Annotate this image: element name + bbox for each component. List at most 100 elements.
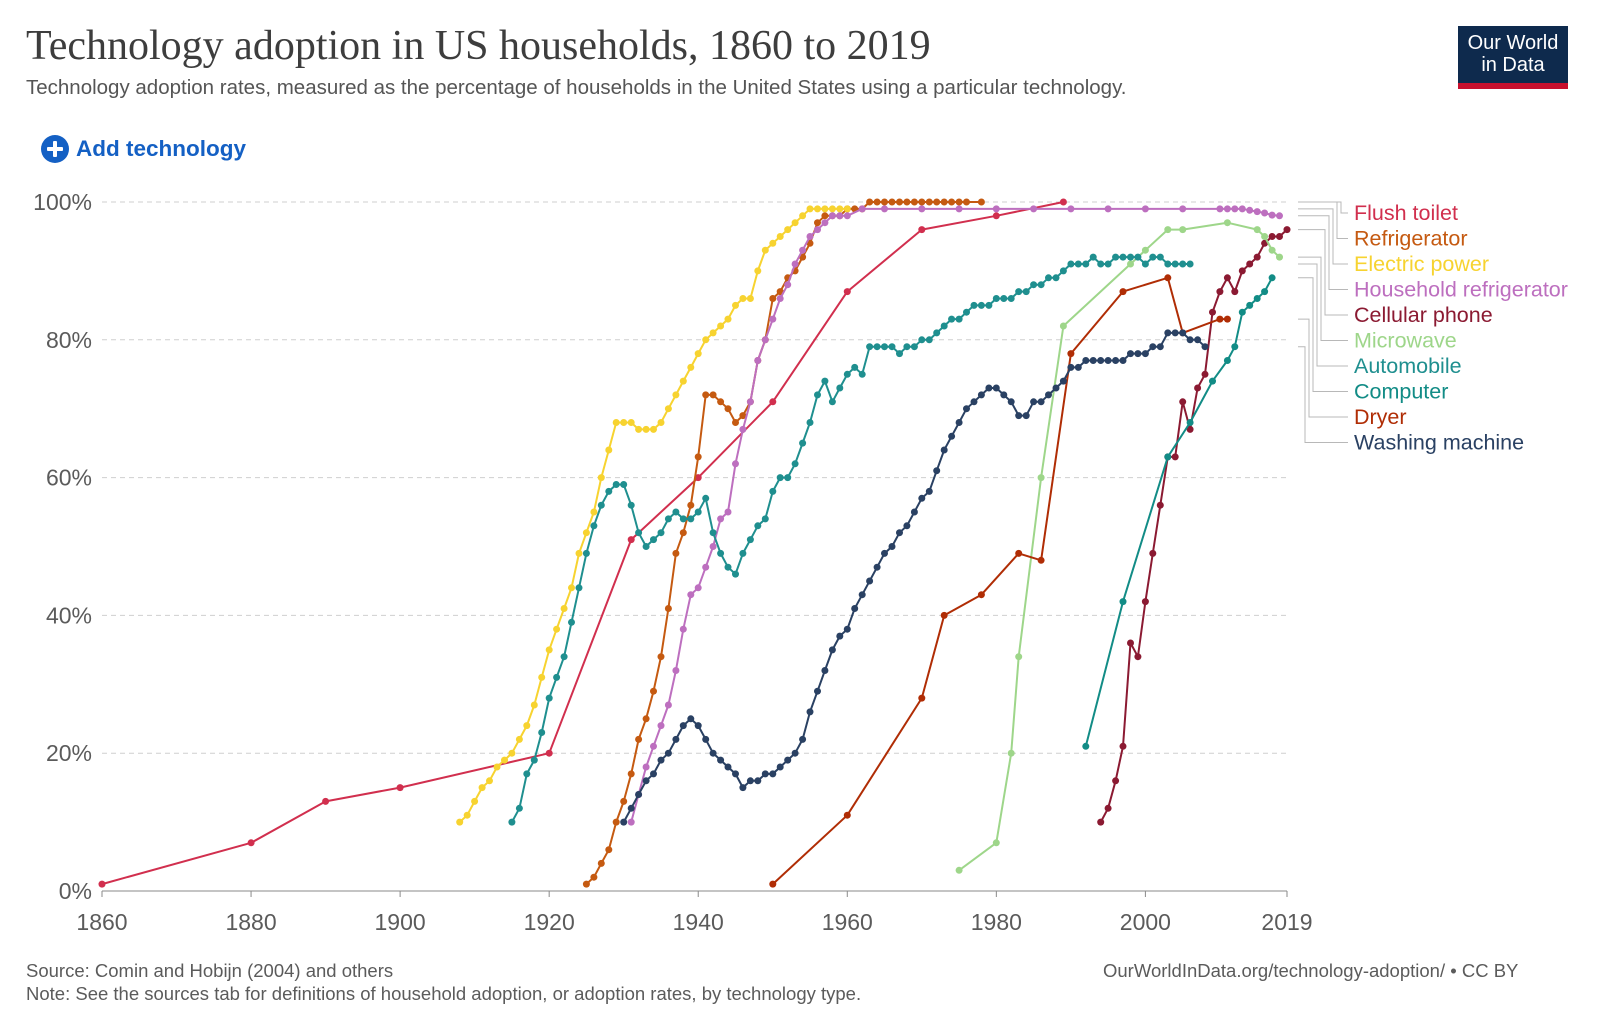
- data-point-washing-machine: [1164, 329, 1172, 337]
- data-point-washing-machine: [985, 384, 993, 392]
- data-point-washing-machine: [888, 543, 896, 550]
- data-point-electric-power: [627, 419, 635, 426]
- add-technology-button[interactable]: Add technology: [40, 134, 246, 164]
- data-point-automobile: [717, 549, 725, 557]
- data-point-washing-machine: [1156, 343, 1164, 351]
- data-point-refrigerator: [739, 412, 747, 420]
- data-point-refrigerator: [627, 770, 635, 778]
- data-point-automobile: [538, 729, 546, 736]
- data-point-washing-machine: [1097, 357, 1105, 364]
- data-point-automobile: [1149, 253, 1157, 261]
- data-point-electric-power: [702, 336, 710, 344]
- data-point-automobile: [620, 481, 628, 488]
- data-point-automobile: [1000, 295, 1008, 302]
- data-point-household-refrigerator: [784, 281, 792, 289]
- source-note: Source: Comin and Hobijn (2004) and othe…: [26, 960, 394, 981]
- data-point-refrigerator: [657, 653, 665, 661]
- data-point-washing-machine: [694, 722, 702, 730]
- data-point-automobile: [1030, 281, 1038, 289]
- data-point-household-refrigerator: [858, 205, 866, 213]
- data-point-household-refrigerator: [1179, 205, 1187, 213]
- data-point-dryer: [1223, 315, 1231, 323]
- data-point-automobile: [985, 301, 993, 309]
- data-point-electric-power: [791, 219, 799, 227]
- data-point-microwave: [1037, 474, 1045, 482]
- data-point-washing-machine: [933, 467, 941, 475]
- data-point-household-refrigerator: [1067, 205, 1075, 213]
- data-point-electric-power: [515, 735, 523, 743]
- data-point-automobile: [709, 529, 717, 537]
- data-point-household-refrigerator: [679, 625, 687, 633]
- data-point-washing-machine: [746, 777, 754, 785]
- data-point-automobile: [948, 315, 956, 323]
- data-point-microwave: [1268, 246, 1276, 254]
- data-point-automobile: [1119, 253, 1127, 261]
- data-point-refrigerator: [888, 198, 896, 206]
- data-point-refrigerator: [709, 391, 717, 399]
- data-point-automobile: [739, 549, 747, 557]
- data-point-dryer: [1119, 288, 1127, 296]
- data-point-automobile: [903, 343, 911, 351]
- data-point-washing-machine: [1074, 363, 1082, 371]
- legend-item-automobile: Automobile: [1354, 354, 1462, 378]
- data-point-household-refrigerator: [709, 543, 717, 550]
- data-point-electric-power: [806, 205, 814, 213]
- data-point-household-refrigerator: [1253, 208, 1261, 216]
- data-point-washing-machine: [910, 508, 918, 516]
- x-tick-label: 1960: [822, 909, 873, 935]
- data-point-refrigerator: [694, 453, 702, 461]
- y-tick-label: 20%: [46, 740, 92, 766]
- data-point-refrigerator: [769, 295, 777, 302]
- series-line-flush-toilet: [101, 201, 1064, 886]
- data-point-household-refrigerator: [769, 315, 777, 323]
- x-tick-label: 1940: [673, 909, 724, 935]
- data-point-cellular-phone: [1238, 267, 1246, 275]
- data-point-microwave: [1261, 233, 1269, 240]
- data-point-computer: [1164, 453, 1172, 461]
- data-point-electric-power: [620, 419, 628, 426]
- data-point-cellular-phone: [1104, 804, 1112, 812]
- data-point-automobile: [881, 343, 888, 351]
- data-point-household-refrigerator: [1223, 205, 1231, 213]
- data-point-automobile: [642, 543, 650, 550]
- data-point-washing-machine: [1007, 398, 1015, 406]
- data-point-washing-machine: [948, 432, 956, 440]
- data-point-washing-machine: [1104, 357, 1112, 364]
- data-point-washing-machine: [828, 646, 836, 654]
- series-line-cellular-phone: [1099, 228, 1288, 823]
- data-point-automobile: [657, 529, 665, 537]
- x-tick-label: 1980: [971, 909, 1022, 935]
- data-point-automobile: [523, 770, 531, 778]
- series-line-computer: [1084, 277, 1273, 747]
- add-technology-label: Add technology: [76, 136, 246, 161]
- data-point-washing-machine: [687, 715, 695, 723]
- data-point-computer: [1223, 357, 1231, 364]
- data-point-dryer: [1067, 350, 1075, 358]
- data-point-washing-machine: [970, 398, 978, 406]
- data-point-computer: [1268, 274, 1276, 282]
- line-chart: 0% 20% 40% 60% 80% 100% 1860 1880 1900 1920 1940 19…: [33, 189, 1568, 935]
- data-point-refrigerator: [642, 715, 650, 723]
- data-point-automobile: [784, 474, 792, 482]
- data-point-automobile: [1171, 260, 1179, 268]
- y-tick-label: 0%: [59, 878, 92, 904]
- data-point-electric-power: [486, 777, 493, 785]
- data-point-washing-machine: [761, 770, 769, 778]
- data-point-electric-power: [776, 233, 784, 240]
- data-point-washing-machine: [843, 625, 851, 633]
- owid-logo[interactable]: Our World in Data: [1458, 26, 1568, 89]
- data-point-cellular-phone: [1276, 233, 1283, 240]
- data-point-household-refrigerator: [843, 212, 851, 220]
- data-point-automobile: [508, 818, 516, 826]
- data-point-electric-power: [664, 405, 672, 413]
- data-point-automobile: [896, 350, 903, 358]
- data-point-dryer: [940, 611, 948, 619]
- data-point-electric-power: [784, 226, 792, 234]
- data-point-cellular-phone: [1156, 501, 1164, 509]
- data-point-computer: [1231, 343, 1239, 351]
- data-point-automobile: [1097, 260, 1105, 268]
- data-point-dryer: [977, 591, 985, 599]
- data-point-washing-machine: [873, 563, 881, 571]
- data-point-washing-machine: [1059, 377, 1067, 385]
- data-point-washing-machine: [992, 384, 1000, 392]
